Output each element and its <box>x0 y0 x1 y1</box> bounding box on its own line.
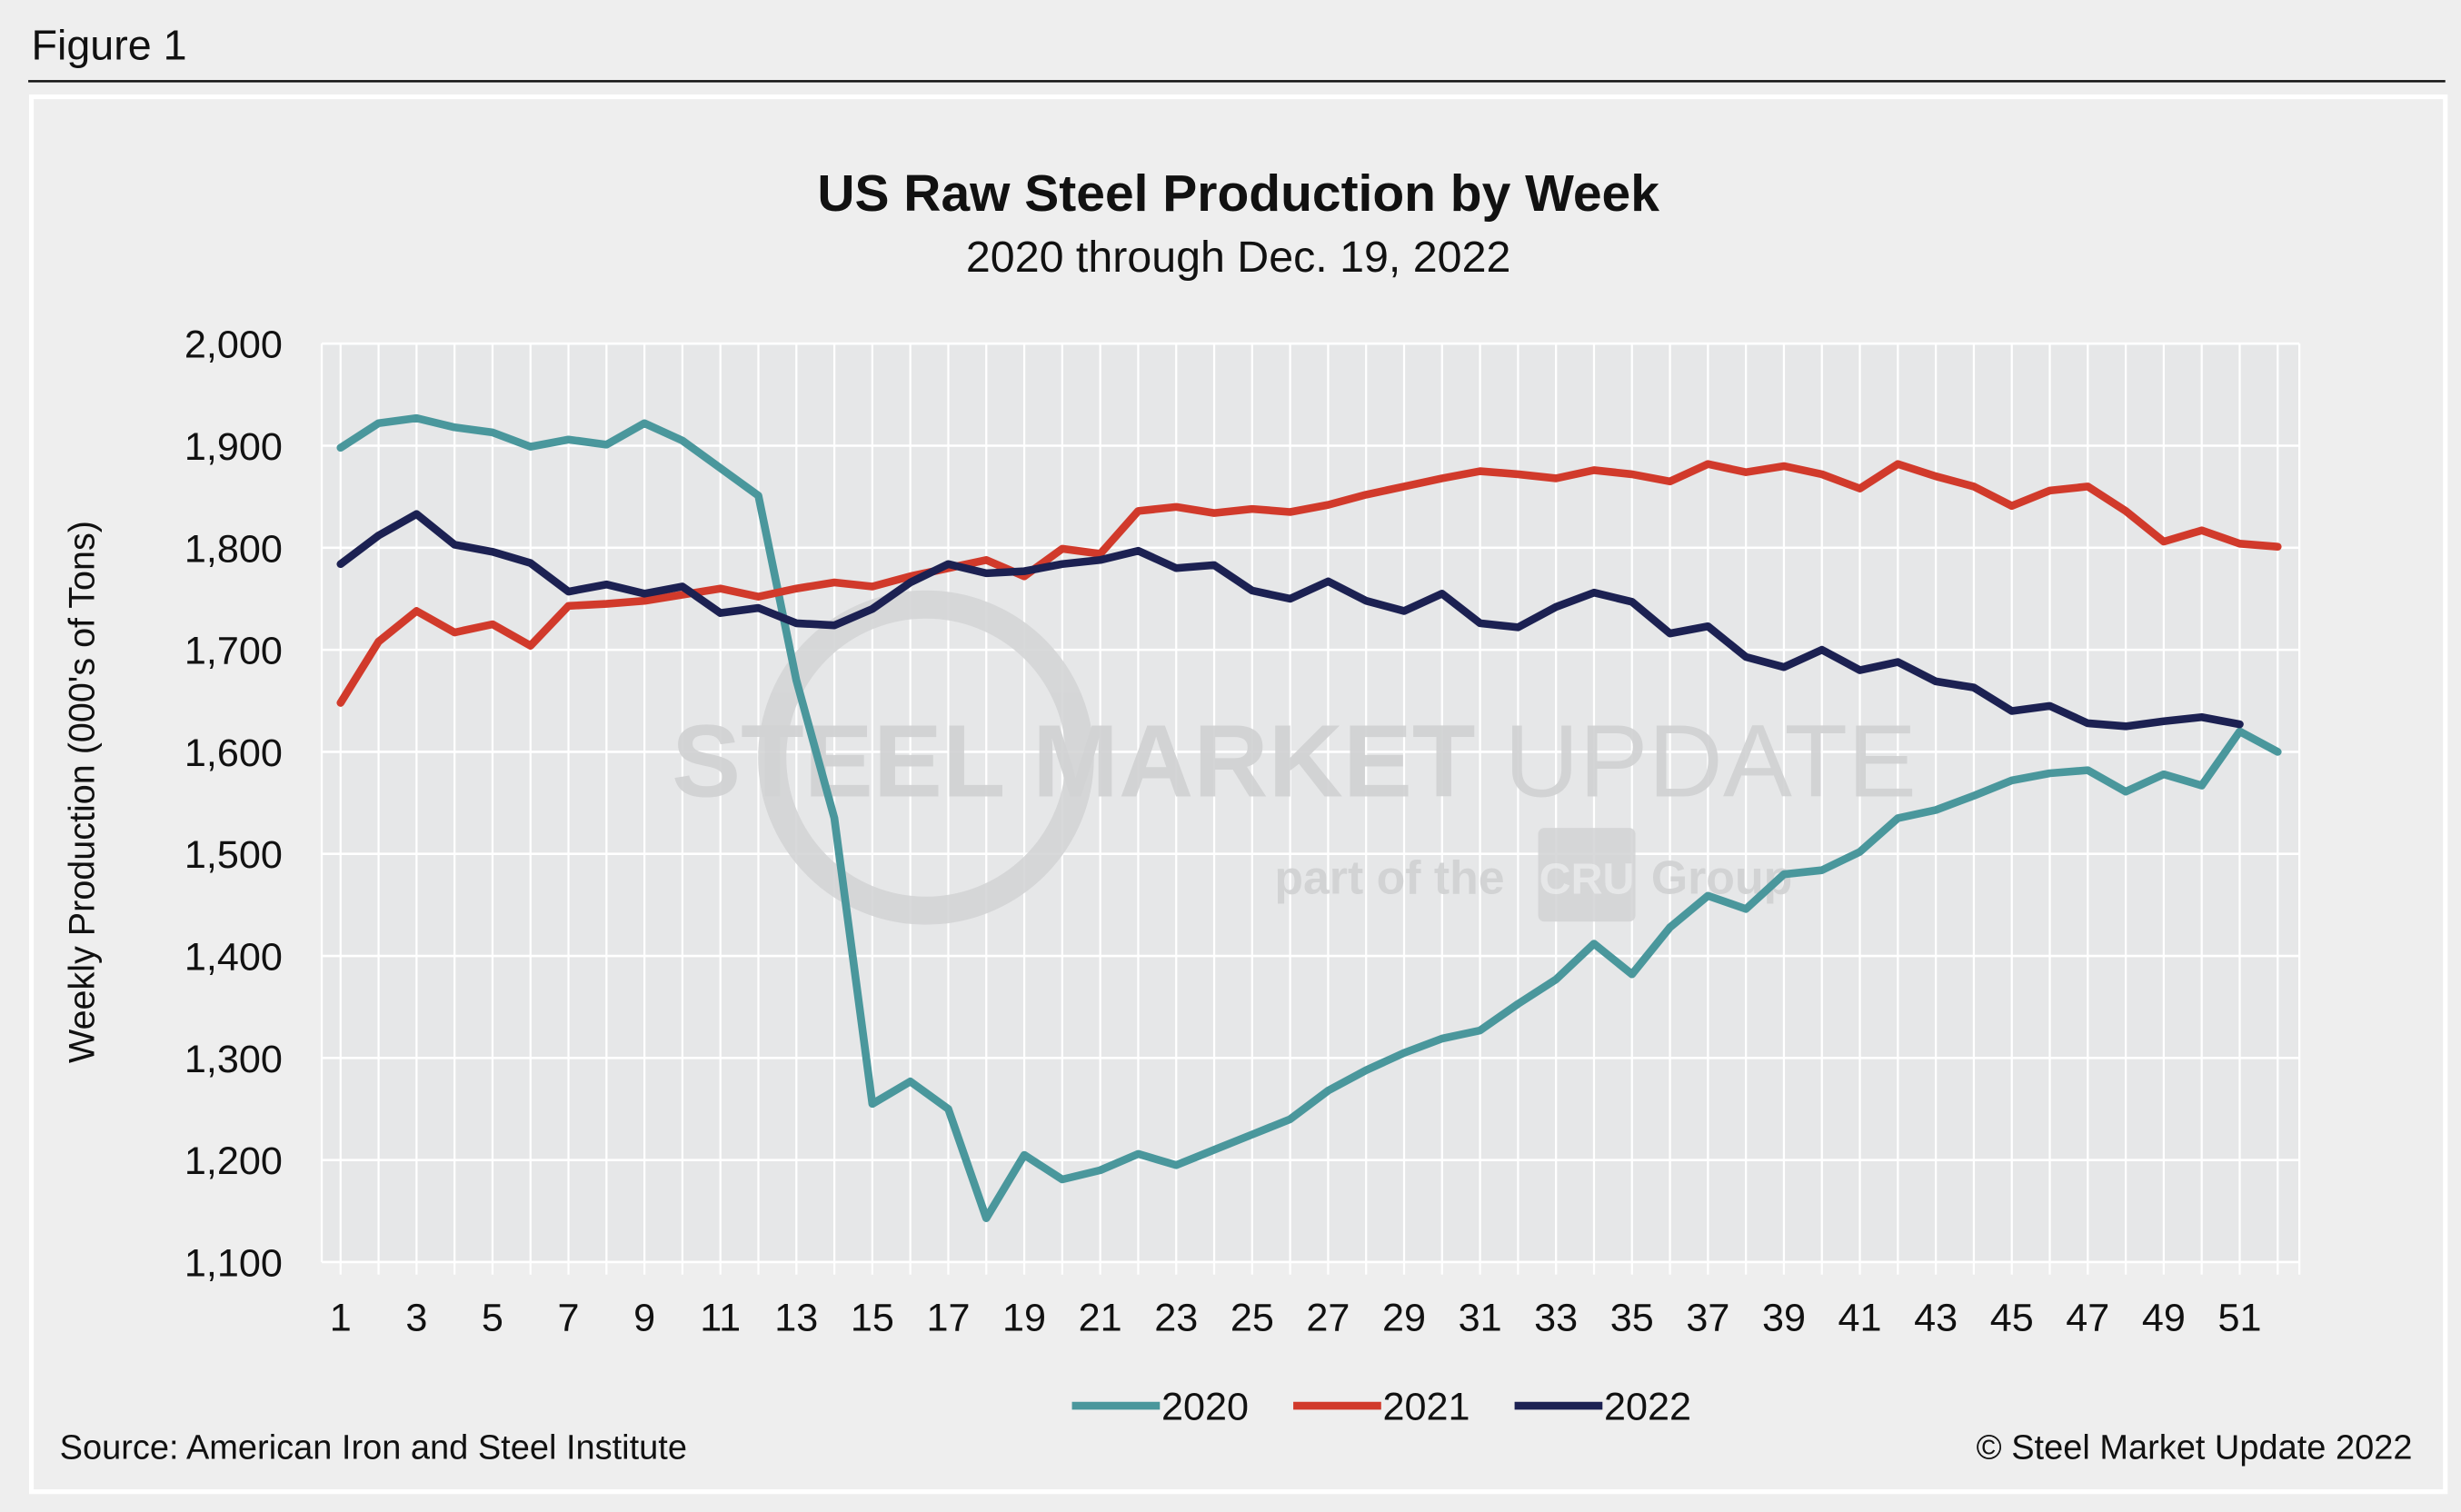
x-tick-label: 1 <box>330 1297 352 1340</box>
x-tick-label: 37 <box>1686 1297 1729 1340</box>
y-axis-label: Weekly Production (000's of Tons) <box>63 521 103 1063</box>
y-tick-label: 1,900 <box>184 425 283 469</box>
y-tick-label: 1,700 <box>184 630 283 673</box>
y-tick-label: 1,600 <box>184 731 283 775</box>
series-line-2022 <box>336 510 2244 731</box>
y-tick-label: 1,800 <box>184 527 283 571</box>
watermark-group: Group <box>1651 850 1792 903</box>
x-tick-label: 3 <box>405 1297 427 1340</box>
legend: 2020 2021 2022 <box>1071 1386 1691 1429</box>
x-tick-label: 41 <box>1838 1297 1882 1340</box>
series-lines <box>336 413 2282 1222</box>
x-tick-label: 25 <box>1230 1297 1274 1340</box>
plot-area <box>322 343 2300 1262</box>
y-tick-label: 2,000 <box>184 323 283 367</box>
x-tick-label: 7 <box>558 1297 580 1340</box>
series-line-2020 <box>336 413 2282 1222</box>
watermark-logo-arc <box>758 590 1094 925</box>
x-tick-label: 5 <box>482 1297 503 1340</box>
y-tick-label: 1,100 <box>184 1242 283 1286</box>
x-tick-label: 45 <box>1990 1297 2034 1340</box>
y-tick-label: 1,200 <box>184 1139 283 1183</box>
y-tick-label: 1,400 <box>184 936 283 980</box>
watermark-text: STEEL MARKET UPDATE <box>672 704 1917 820</box>
x-tick-label: 13 <box>774 1297 818 1340</box>
x-tick-label: 39 <box>1762 1297 1806 1340</box>
x-axis-ticks: 1 3 5 7 9 11 13 15 17 19 21 23 25 27 29 31 33 35 37 39 41 43 4… <box>330 1297 2262 1340</box>
watermark-subtext: part of the <box>1274 850 1504 903</box>
figure-label: Figure 1 <box>32 21 187 68</box>
x-tick-label: 9 <box>633 1297 655 1340</box>
grid <box>320 342 2301 1275</box>
x-tick-label: 49 <box>2142 1297 2186 1340</box>
legend-label-2021: 2021 <box>1383 1386 1470 1429</box>
x-tick-label: 27 <box>1306 1297 1350 1340</box>
x-tick-label: 17 <box>926 1297 970 1340</box>
copyright-note: © Steel Market Update 2022 <box>1977 1429 2413 1467</box>
y-axis-ticks: 1,100 1,200 1,300 1,400 1,500 1,600 1,700 1,800… <box>184 323 283 1286</box>
chart-title: US Raw Steel Production by Week <box>817 165 1659 223</box>
x-tick-label: 19 <box>1002 1297 1046 1340</box>
watermark-cru: CRU <box>1539 854 1635 903</box>
x-tick-label: 31 <box>1459 1297 1502 1340</box>
x-tick-label: 47 <box>2066 1297 2109 1340</box>
chart-subtitle: 2020 through Dec. 19, 2022 <box>966 233 1510 282</box>
x-tick-label: 33 <box>1534 1297 1578 1340</box>
series-line-2021 <box>336 460 2282 707</box>
x-tick-label: 21 <box>1079 1297 1122 1340</box>
y-tick-label: 1,500 <box>184 833 283 877</box>
x-tick-label: 15 <box>851 1297 894 1340</box>
watermark-cru-box <box>1538 828 1636 922</box>
y-tick-label: 1,300 <box>184 1038 283 1081</box>
x-tick-label: 51 <box>2217 1297 2261 1340</box>
x-tick-label: 43 <box>1914 1297 1958 1340</box>
x-tick-label: 23 <box>1154 1297 1198 1340</box>
legend-label-2020: 2020 <box>1161 1386 1249 1429</box>
source-note: Source: American Iron and Steel Institut… <box>60 1429 687 1467</box>
x-tick-label: 35 <box>1610 1297 1654 1340</box>
x-tick-label: 11 <box>700 1297 741 1340</box>
legend-label-2022: 2022 <box>1604 1386 1691 1429</box>
x-tick-label: 29 <box>1382 1297 1426 1340</box>
